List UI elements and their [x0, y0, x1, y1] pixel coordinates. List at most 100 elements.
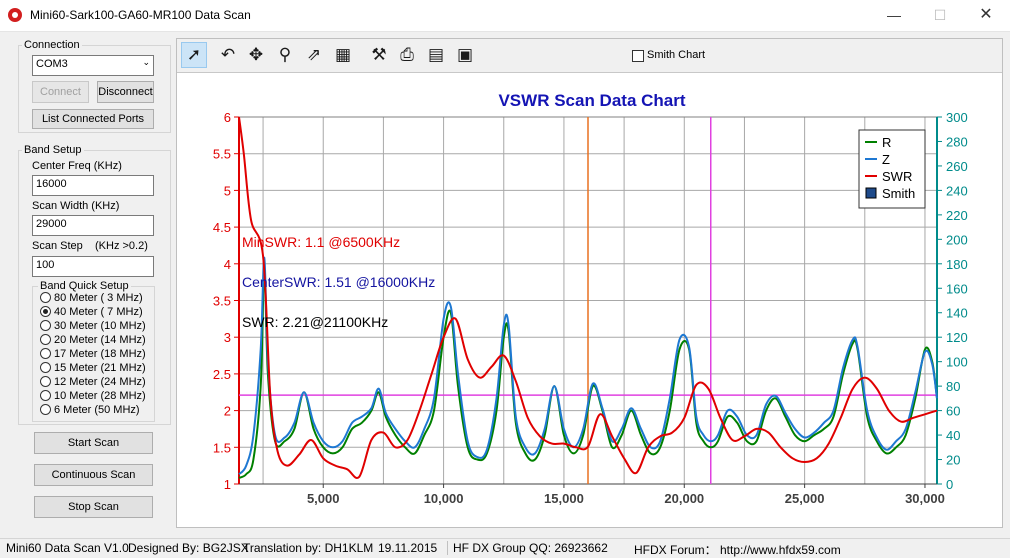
- chart-toolbar-separator: [177, 72, 1002, 73]
- save-icon[interactable]: ▣: [456, 45, 474, 64]
- x-axis-tick-label: 10,000: [424, 491, 464, 506]
- band-setup-group-label: Band Setup: [22, 144, 84, 156]
- band-radio-label: 20 Meter (14 MHz): [54, 334, 146, 346]
- title-bar: Mini60-Sark100-GA60-MR100 Data Scan — ☐ …: [0, 0, 1010, 32]
- scan-step-input[interactable]: 100: [32, 256, 154, 277]
- scan-width-input[interactable]: 29000: [32, 215, 154, 236]
- chevron-down-icon: ⌄: [142, 57, 150, 67]
- left-axis-tick-label: 5.5: [213, 147, 231, 162]
- zoom-icon[interactable]: ⚲: [278, 45, 292, 64]
- band-radio-label: 80 Meter ( 3 MHz): [54, 292, 143, 304]
- right-axis-tick-label: 140: [946, 306, 968, 321]
- min-swr-annotation: MinSWR: 1.1 @6500KHz: [242, 234, 400, 250]
- close-button[interactable]: ✕: [979, 6, 993, 23]
- x-axis-tick-label: 15,000: [544, 491, 584, 506]
- status-forum: HFDX Forum： http://www.hfdx59.com: [634, 543, 841, 557]
- radio-button[interactable]: [40, 404, 51, 415]
- radio-button[interactable]: [40, 362, 51, 373]
- chart-annotations: MinSWR: 1.1 @6500KHz CenterSWR: 1.51 @160…: [242, 234, 435, 330]
- right-axis-tick-label: 240: [946, 183, 968, 198]
- pointer-icon[interactable]: ➚: [181, 42, 207, 68]
- status-designer: Designed By: BG2JSX: [128, 541, 249, 555]
- right-axis-tick-label: 200: [946, 232, 968, 247]
- chart-title: VSWR Scan Data Chart: [498, 91, 685, 110]
- legend-label-r: R: [882, 135, 891, 150]
- grid-icon[interactable]: ▦: [334, 45, 352, 64]
- pan-icon[interactable]: ✥: [248, 45, 264, 64]
- minimize-button[interactable]: —: [887, 7, 901, 23]
- list-ports-button[interactable]: List Connected Ports: [32, 109, 154, 129]
- band-radio-3[interactable]: 20 Meter (14 MHz): [40, 334, 146, 346]
- radio-button[interactable]: [40, 390, 51, 401]
- x-axis-tick-label: 25,000: [785, 491, 825, 506]
- undo-icon[interactable]: ↶: [220, 45, 236, 64]
- chart-legend: RZ SWR Smith: [858, 129, 926, 209]
- series-line-swr: [238, 116, 938, 479]
- left-axis-tick-label: 1.5: [213, 440, 231, 455]
- maximize-button[interactable]: ☐: [933, 7, 947, 23]
- radio-button[interactable]: [40, 292, 51, 303]
- connection-group: [18, 45, 171, 133]
- settings-icon[interactable]: ⚒: [371, 45, 387, 64]
- band-radio-8[interactable]: 6 Meter (50 MHz): [40, 404, 140, 416]
- left-axis-tick-label: 2: [224, 404, 231, 419]
- left-axis-tick-label: 6: [224, 110, 231, 125]
- right-axis-tick-label: 300: [946, 110, 968, 125]
- right-axis-tick-label: 60: [946, 404, 960, 419]
- radio-button[interactable]: [40, 376, 51, 387]
- continuous-scan-button[interactable]: Continuous Scan: [34, 464, 153, 486]
- radio-button[interactable]: [40, 348, 51, 359]
- preview-icon[interactable]: ▤: [427, 45, 445, 64]
- left-axis-tick-label: 1: [224, 477, 231, 492]
- band-radio-label: 40 Meter ( 7 MHz): [54, 306, 143, 318]
- stop-scan-button[interactable]: Stop Scan: [34, 496, 153, 518]
- port-select[interactable]: COM3 ⌄: [32, 55, 154, 76]
- x-axis-tick-label: 20,000: [664, 491, 704, 506]
- right-axis-tick-label: 0: [946, 477, 953, 492]
- left-axis-tick-label: 4: [224, 257, 231, 272]
- smith-chart-checkbox[interactable]: [632, 50, 644, 62]
- x-axis-tick-label: 5,000: [307, 491, 340, 506]
- band-radio-label: 17 Meter (18 MHz): [54, 348, 146, 360]
- right-axis-tick-label: 100: [946, 355, 968, 370]
- center-freq-label: Center Freq (KHz): [32, 160, 122, 172]
- scan-step-hint: (KHz >0.2): [95, 240, 148, 252]
- disconnect-button[interactable]: Disconnect: [97, 81, 154, 103]
- right-axis-tick-label: 280: [946, 134, 968, 149]
- right-axis-tick-label: 20: [946, 453, 960, 468]
- left-axis-tick-label: 3: [224, 330, 231, 345]
- radio-button[interactable]: [40, 306, 51, 317]
- legend-label-smith: Smith: [882, 186, 915, 201]
- left-axis-tick-label: 5: [224, 183, 231, 198]
- export-icon[interactable]: ⇗: [306, 45, 322, 64]
- window-title: Mini60-Sark100-GA60-MR100 Data Scan: [30, 8, 251, 22]
- port-select-value: COM3: [36, 58, 68, 70]
- print-icon[interactable]: ⎙: [400, 45, 414, 64]
- band-radio-1[interactable]: 40 Meter ( 7 MHz): [40, 306, 143, 318]
- band-radio-0[interactable]: 80 Meter ( 3 MHz): [40, 292, 143, 304]
- connect-button[interactable]: Connect: [32, 81, 89, 103]
- status-bar: Mini60 Data Scan V1.0 Designed By: BG2JS…: [0, 538, 1010, 557]
- band-radio-7[interactable]: 10 Meter (28 MHz): [40, 390, 146, 402]
- scan-width-label: Scan Width (KHz): [32, 200, 120, 212]
- status-translator: Translation by: DH1KLM: [243, 541, 374, 555]
- band-radio-label: 6 Meter (50 MHz): [54, 404, 140, 416]
- chart-markers: [239, 117, 937, 484]
- band-radio-5[interactable]: 15 Meter (21 MHz): [40, 362, 146, 374]
- status-separator: [447, 541, 448, 555]
- legend-label-z: Z: [882, 152, 890, 167]
- series-line-r: [238, 268, 938, 479]
- band-radio-6[interactable]: 12 Meter (24 MHz): [40, 376, 146, 388]
- start-scan-button[interactable]: Start Scan: [34, 432, 153, 454]
- vswr-chart[interactable]: VSWR Scan Data Chart 1 1.5 2 2.5 3 3.5 4 4.5 5 5.…: [176, 73, 1003, 528]
- right-axis-tick-label: 160: [946, 281, 968, 296]
- x-axis-tick-label: 30,000: [905, 491, 945, 506]
- band-radio-label: 10 Meter (28 MHz): [54, 390, 146, 402]
- band-radio-2[interactable]: 30 Meter (10 MHz): [40, 320, 146, 332]
- radio-button[interactable]: [40, 320, 51, 331]
- chart-axes: 11.522.533.544.555.560204060801001201401…: [213, 110, 968, 506]
- band-radio-4[interactable]: 17 Meter (18 MHz): [40, 348, 146, 360]
- radio-button[interactable]: [40, 334, 51, 345]
- center-freq-input[interactable]: 16000: [32, 175, 154, 196]
- right-axis-tick-label: 180: [946, 257, 968, 272]
